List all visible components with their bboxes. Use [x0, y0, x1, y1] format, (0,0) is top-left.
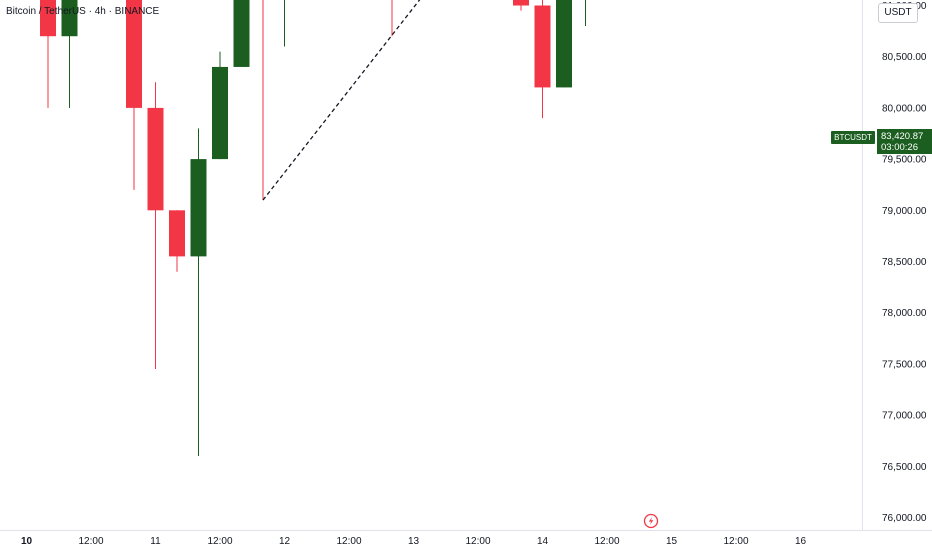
last-price-value: 83,420.87: [881, 131, 924, 142]
time-tick-label: 12:00: [207, 536, 232, 547]
candle-body: [534, 5, 551, 88]
ticker-badge: BTCUSDT: [831, 131, 875, 144]
candle: [126, 0, 142, 190]
price-tick-label: 78,000.00: [882, 308, 927, 319]
price-tick-label: 77,500.00: [882, 359, 927, 370]
price-tick-label: 77,000.00: [882, 411, 927, 422]
time-tick-label: 15: [666, 536, 678, 547]
time-tick-label: 10: [21, 536, 33, 547]
ascending-trendline[interactable]: [262, 0, 672, 201]
candle-body: [556, 0, 572, 88]
price-tick-label: 78,500.00: [882, 257, 927, 268]
candle-body: [212, 66, 228, 160]
candle: [147, 82, 164, 370]
price-tick-label: 76,000.00: [882, 513, 927, 524]
candle-body: [233, 0, 250, 67]
time-tick-label: 12:00: [465, 536, 490, 547]
candle: [284, 0, 285, 47]
price-tick-label: 80,500.00: [882, 52, 927, 63]
price-tick-label: 80,000.00: [882, 103, 927, 114]
candle: [169, 210, 185, 272]
candle: [585, 0, 586, 26]
candle: [190, 128, 207, 457]
candle-body: [147, 107, 164, 211]
candle: [391, 0, 393, 37]
candle-body: [40, 0, 56, 37]
time-tick-label: 16: [795, 536, 807, 547]
lightning-circle-icon[interactable]: [643, 513, 659, 529]
candle-body: [513, 0, 529, 6]
candle: [61, 0, 78, 108]
candle: [534, 0, 551, 119]
time-tick-label: 13: [408, 536, 420, 547]
last-price-badge: 83,420.87 03:00:26: [877, 129, 932, 154]
currency-button[interactable]: USDT: [878, 3, 918, 23]
bar-countdown: 03:00:26: [881, 142, 918, 153]
candle: [556, 0, 572, 88]
chart-title: Bitcoin / TetherUS · 4h · BINANCE: [6, 6, 160, 17]
time-tick-label: 12:00: [594, 536, 619, 547]
candle: [212, 51, 228, 160]
time-tick-label: 12:00: [78, 536, 103, 547]
candle-body: [61, 0, 78, 37]
time-tick-label: 11: [150, 536, 161, 547]
time-tick-label: 12:00: [336, 536, 361, 547]
candle: [262, 0, 264, 201]
lightning-circle: [643, 513, 659, 529]
price-tick-label: 79,500.00: [882, 155, 927, 166]
lightning-bolt: [648, 517, 654, 525]
time-tick-label: 14: [537, 536, 549, 547]
candle: [40, 0, 56, 108]
time-tick-label: 12: [279, 536, 291, 547]
price-tick-label: 79,000.00: [882, 206, 927, 217]
candle-body: [190, 159, 207, 257]
candle-body: [169, 210, 185, 257]
candle: [513, 0, 529, 11]
candle: [233, 0, 250, 67]
candle-body: [126, 0, 142, 108]
time-tick-label: 12:00: [723, 536, 748, 547]
price-tick-label: 76,500.00: [882, 462, 927, 473]
